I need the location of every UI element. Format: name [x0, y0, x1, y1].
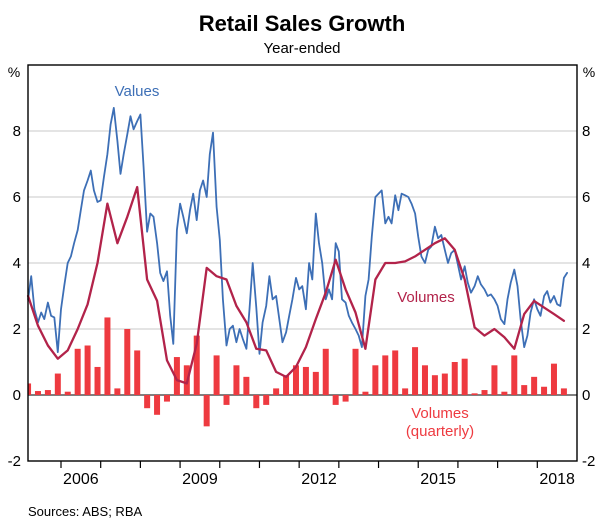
x-year-labels-group: 2006 2009 2012 2015 2018 — [63, 471, 575, 488]
series-lines-group — [26, 107, 568, 385]
bar — [94, 366, 101, 395]
y-tick-label-left-4: 4 — [13, 255, 21, 272]
y-tick-label-right-2: 2 — [582, 321, 590, 338]
values-line — [27, 107, 568, 355]
bar — [392, 350, 399, 395]
bar — [124, 329, 131, 395]
bar — [114, 388, 121, 395]
bar — [322, 348, 329, 395]
bar — [223, 395, 230, 405]
bar — [64, 391, 71, 395]
x-year-label-2006: 2006 — [63, 471, 99, 488]
bar — [292, 365, 299, 395]
bar — [441, 373, 448, 395]
bar — [451, 362, 458, 395]
bar — [163, 395, 170, 402]
series-label-values: Values — [115, 83, 160, 100]
y-tick-labels-left: 8 6 4 2 0 -2 — [8, 123, 21, 470]
bar — [550, 363, 557, 395]
x-year-label-2009: 2009 — [182, 471, 218, 488]
bar — [28, 383, 32, 395]
bar — [342, 395, 349, 402]
y-tick-label-left-0: 0 — [13, 387, 21, 404]
bar — [501, 391, 508, 395]
series-label-volumes: Volumes — [397, 289, 455, 306]
bar — [144, 395, 151, 409]
bar — [173, 357, 180, 395]
bar — [104, 317, 111, 395]
x-ticks-group — [60, 461, 538, 468]
chart-subtitle: Year-ended — [263, 40, 340, 57]
bar — [44, 390, 51, 395]
quarterly-bars-group — [28, 317, 567, 427]
bar — [134, 350, 141, 395]
series-label-volumes-quarterly-line1: Volumes — [411, 405, 469, 422]
chart-title: Retail Sales Growth — [199, 11, 406, 36]
bar — [491, 365, 498, 395]
bar — [233, 365, 240, 395]
y-tick-label-right--2: -2 — [582, 453, 595, 470]
bar — [283, 375, 290, 395]
y-tick-label-left-6: 6 — [13, 189, 21, 206]
bar — [382, 355, 389, 395]
bar — [372, 365, 379, 395]
y-tick-label-left-8: 8 — [13, 123, 21, 140]
bar — [84, 345, 91, 395]
y-axis-unit-right: % — [583, 64, 595, 80]
x-year-label-2015: 2015 — [420, 471, 456, 488]
bar — [412, 347, 419, 395]
bar — [471, 393, 478, 395]
bar — [402, 388, 409, 395]
y-tick-labels-right: 8 6 4 2 0 -2 — [582, 123, 595, 470]
bar — [541, 386, 548, 395]
bar — [54, 373, 61, 395]
volumes-line — [26, 185, 566, 385]
bar — [352, 348, 359, 395]
bar — [243, 376, 250, 395]
plot-border — [27, 64, 578, 462]
source-note: Sources: ABS; RBA — [28, 504, 142, 519]
bar — [193, 335, 200, 395]
bar — [421, 365, 428, 395]
x-year-label-2012: 2012 — [301, 471, 337, 488]
bar — [521, 385, 528, 395]
x-year-label-2018: 2018 — [539, 471, 575, 488]
y-tick-label-right-0: 0 — [582, 387, 590, 404]
y-tick-label-right-8: 8 — [582, 123, 590, 140]
y-tick-label-right-4: 4 — [582, 255, 590, 272]
bar — [74, 348, 81, 395]
bar — [511, 355, 518, 395]
bar — [302, 366, 309, 395]
bar — [312, 371, 319, 395]
y-tick-label-left--2: -2 — [8, 453, 21, 470]
bar — [263, 395, 270, 405]
bar — [332, 395, 339, 405]
series-label-volumes-quarterly-line2: (quarterly) — [406, 423, 474, 440]
bar — [560, 388, 567, 395]
bar — [531, 376, 538, 395]
bar — [481, 390, 488, 395]
bar — [461, 358, 468, 395]
bar — [34, 391, 41, 395]
y-tick-label-right-6: 6 — [582, 189, 590, 206]
y-tick-label-left-2: 2 — [13, 321, 21, 338]
bar — [203, 395, 210, 427]
bar — [431, 375, 438, 395]
bar — [213, 355, 220, 395]
bar — [273, 388, 280, 395]
bar — [362, 391, 369, 395]
bar — [253, 395, 260, 409]
y-axis-unit-left: % — [8, 64, 20, 80]
bar — [154, 395, 161, 415]
